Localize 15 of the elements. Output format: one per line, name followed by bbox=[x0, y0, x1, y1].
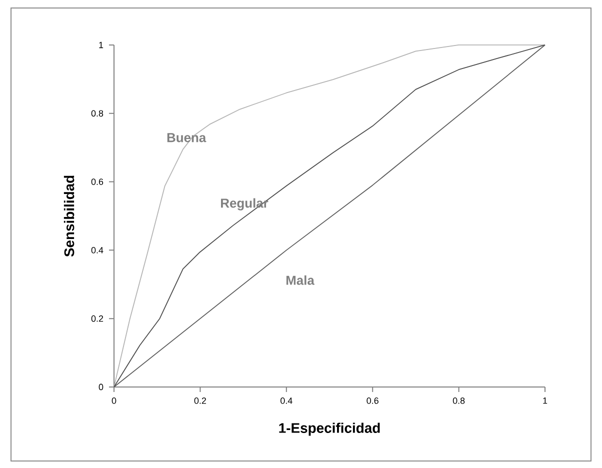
x-tick-label: 0.6 bbox=[366, 398, 378, 404]
x-tick-label: 1 bbox=[543, 398, 548, 404]
y-tick-label: 0.8 bbox=[91, 110, 104, 117]
y-tick-label: 1 bbox=[99, 42, 104, 48]
y-tick-label: 0.6 bbox=[91, 178, 104, 185]
y-tick-label: 0 bbox=[98, 384, 104, 390]
x-axis-title: 1-Especificidad bbox=[279, 422, 380, 436]
series-label: Mala bbox=[286, 275, 314, 285]
x-tick-label: 0.4 bbox=[280, 398, 292, 404]
y-tick-label: 0.4 bbox=[91, 247, 104, 254]
x-tick-label: 0.2 bbox=[194, 398, 206, 404]
y-axis-title: Sensibilidad bbox=[64, 176, 74, 257]
x-tick-label: 0.8 bbox=[452, 398, 465, 404]
y-tick-label: 0.2 bbox=[91, 315, 104, 322]
x-tick-label: 0 bbox=[112, 398, 116, 404]
